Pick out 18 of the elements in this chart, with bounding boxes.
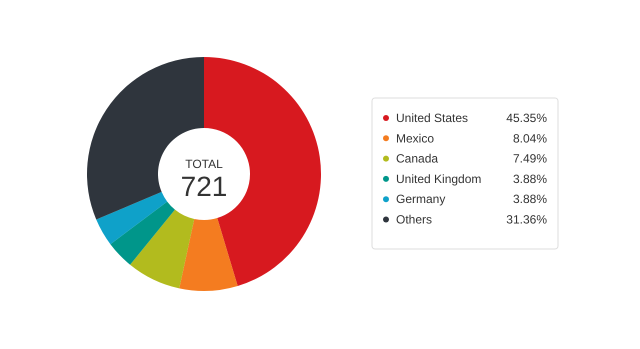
donut-slice	[179, 218, 238, 291]
data-label: 3.88%	[512, 192, 548, 206]
text: TOTAL	[185, 157, 224, 171]
legend-label: Germany	[396, 192, 446, 206]
legend-label: Mexico	[396, 131, 434, 146]
donut-slice	[130, 210, 194, 288]
legend-label: United Kingdom	[396, 172, 482, 186]
legend-label: Others	[396, 212, 432, 226]
data-label: 45.35%	[506, 111, 548, 125]
data-label: 8.04%	[512, 131, 548, 146]
donut-slice	[110, 202, 175, 265]
data-label: 31.36%	[506, 212, 548, 226]
legend-label: United States	[396, 111, 468, 125]
donut-slice	[96, 192, 168, 244]
text: 721	[180, 171, 228, 202]
legend-label: Canada	[396, 152, 438, 166]
data-label: 3.88%	[512, 172, 548, 186]
data-label: 7.49%	[512, 152, 548, 166]
